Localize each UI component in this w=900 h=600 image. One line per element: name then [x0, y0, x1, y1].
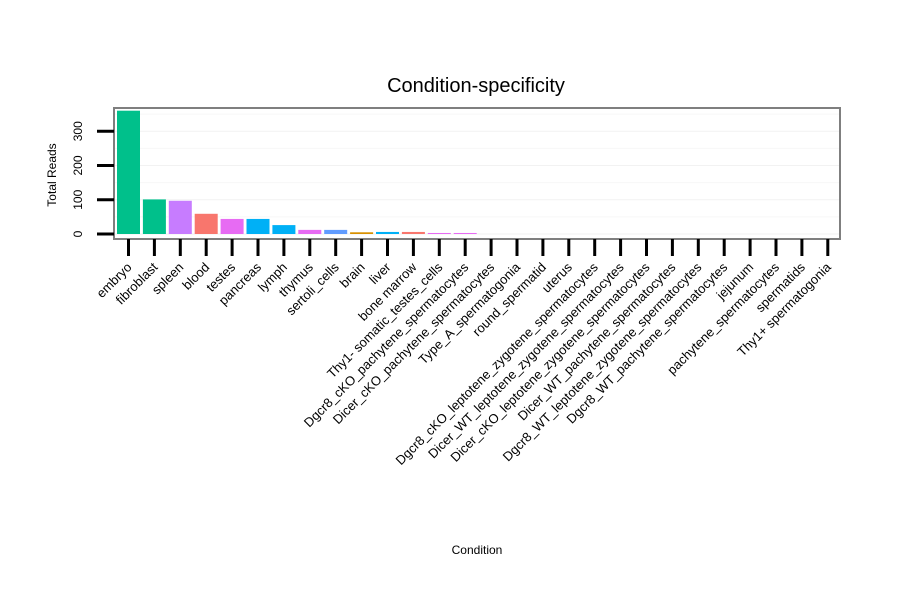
bars	[117, 110, 477, 234]
bar	[246, 218, 270, 234]
bar	[427, 232, 451, 234]
bar	[298, 229, 322, 234]
bar	[117, 110, 140, 234]
y-tick-label: 200	[71, 155, 85, 175]
plot-frame	[113, 107, 841, 240]
bar	[220, 218, 244, 234]
x-axis-title: Condition	[452, 543, 503, 557]
bar	[142, 199, 166, 234]
y-axis-title: Total Reads	[45, 143, 59, 206]
bar	[272, 225, 296, 234]
bar	[194, 213, 218, 234]
x-axis: embryofibroblastspleenbloodtestespancrea…	[93, 239, 834, 468]
x-tick-label: brain	[337, 260, 368, 291]
bar	[401, 231, 425, 234]
y-tick-label: 300	[71, 121, 85, 141]
bar	[324, 229, 348, 234]
y-axis: 0 100 200 300	[71, 121, 114, 237]
bar	[350, 232, 374, 234]
y-tick-label: 0	[71, 230, 85, 237]
bar	[453, 232, 477, 234]
bar	[168, 200, 192, 234]
bar	[376, 231, 399, 234]
y-tick-label: 100	[71, 189, 85, 209]
chart-title: Condition-specificity	[387, 75, 565, 97]
